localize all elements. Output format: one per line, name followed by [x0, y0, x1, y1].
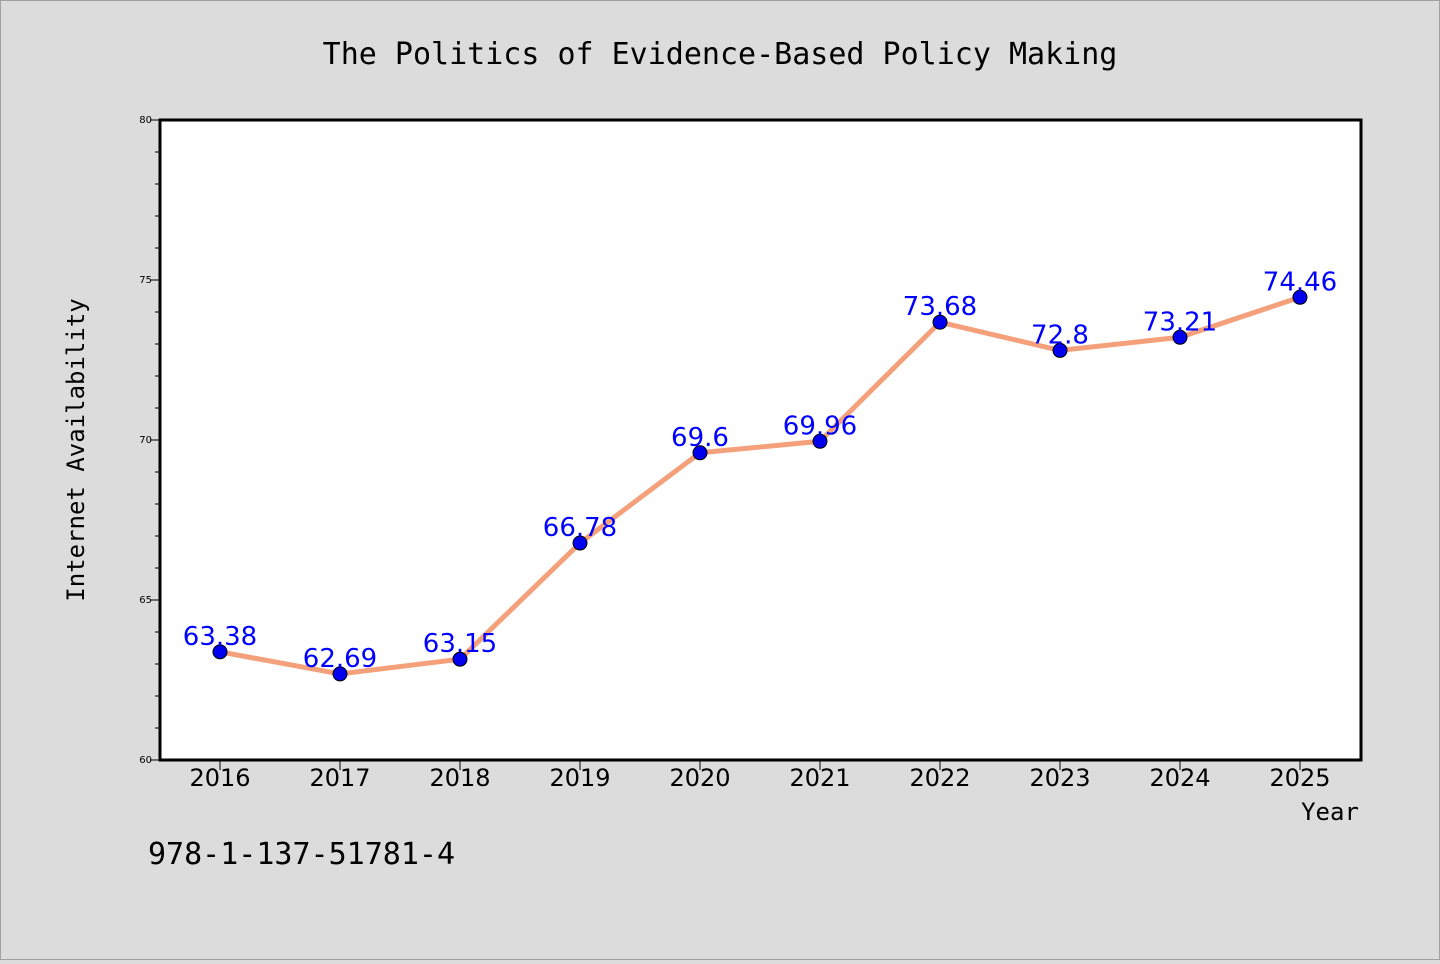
- y-tick-label: 60: [139, 755, 152, 766]
- series-markers: [212, 289, 1308, 682]
- data-value-label: 63.15: [423, 629, 497, 659]
- data-point-marker: [452, 651, 468, 667]
- x-tick-label: 2017: [309, 764, 370, 792]
- y-tick-label: 65: [139, 595, 152, 606]
- x-tick-label: 2019: [549, 764, 610, 792]
- data-value-label: 72.8: [1031, 320, 1089, 350]
- y-tick-label: 80: [139, 115, 152, 126]
- x-tick-label: 2021: [789, 764, 850, 792]
- data-value-label: 69.96: [783, 411, 857, 441]
- x-axis-label: Year: [1301, 798, 1359, 826]
- x-tick-label: 2020: [669, 764, 730, 792]
- chart-title: The Politics of Evidence-Based Policy Ma…: [323, 37, 1118, 72]
- data-value-label: 62.69: [303, 644, 377, 674]
- data-point-marker: [1052, 342, 1068, 358]
- data-point-marker: [1292, 289, 1308, 305]
- data-value-label: 63.38: [183, 622, 257, 652]
- y-axis-label: Internet Availability: [62, 298, 90, 601]
- data-point-marker: [812, 433, 828, 449]
- x-tick-label: 2018: [429, 764, 490, 792]
- y-tick-label: 70: [139, 435, 152, 446]
- x-tick-label: 2024: [1149, 764, 1210, 792]
- data-point-marker: [692, 445, 708, 461]
- x-tick-label: 2023: [1029, 764, 1090, 792]
- x-tick-label: 2025: [1269, 764, 1330, 792]
- x-axis-ticks: 2016 2017 2018 2019 2020 2021 2022 2023 2024 2025: [189, 760, 1331, 792]
- series-line: [219, 294, 1301, 677]
- x-tick-label: 2016: [189, 764, 250, 792]
- x-tick-label: 2022: [909, 764, 970, 792]
- data-point-marker: [572, 535, 588, 551]
- plot-area: [158, 118, 1363, 762]
- data-point-marker: [932, 314, 948, 330]
- data-point-marker: [332, 666, 348, 682]
- y-axis-ticks: 60 65 70 75 80: [139, 115, 160, 766]
- data-value-label: 74.46: [1263, 267, 1337, 297]
- data-value-label: 69.6: [671, 423, 729, 453]
- data-value-label: 66.78: [543, 513, 617, 543]
- data-point-marker: [1172, 329, 1188, 345]
- y-tick-label: 75: [139, 275, 152, 286]
- isbn-text: 978-1-137-51781-4: [148, 837, 455, 872]
- data-value-label: 73.68: [903, 292, 977, 322]
- data-labels: 63.38 62.69 63.15 66.78 69.6 69.96 73.68 72.8 73…: [183, 267, 1337, 674]
- data-value-label: 73.21: [1143, 307, 1217, 337]
- data-point-marker: [212, 644, 228, 660]
